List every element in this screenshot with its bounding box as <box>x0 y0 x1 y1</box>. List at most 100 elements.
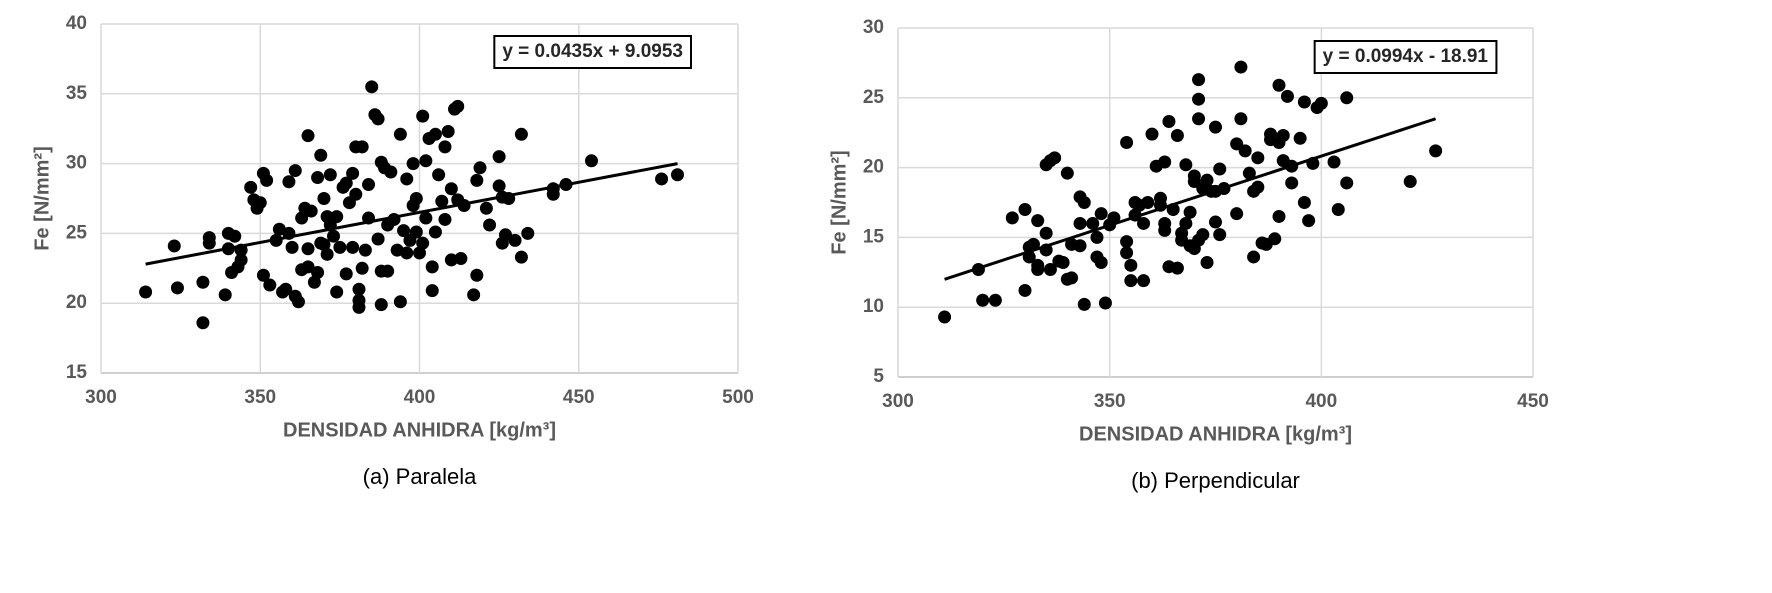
scatter-point <box>314 148 328 162</box>
y-tick-label: 15 <box>66 362 88 383</box>
scatter-point <box>1060 166 1074 180</box>
y-axis-title: Fe [N/mm²] <box>31 146 53 250</box>
scatter-point <box>451 99 465 113</box>
scatter-point <box>1192 92 1206 106</box>
scatter-point <box>311 265 325 279</box>
y-tick-label: 5 <box>873 366 884 387</box>
x-axis-title: DENSIDAD ANHIDRA [kg/m³] <box>1079 423 1352 445</box>
scatter-point <box>428 225 442 239</box>
trendline <box>944 117 1437 281</box>
y-tick-label: 35 <box>66 83 88 104</box>
scatter-point <box>1073 239 1087 253</box>
scatter-point <box>438 140 452 154</box>
scatter-point <box>1327 155 1341 169</box>
scatter-point <box>470 268 484 282</box>
scatter-point <box>1077 196 1091 209</box>
scatter-point <box>1086 216 1100 230</box>
caption: (b) Perpendicular <box>1131 468 1300 493</box>
scatter-point <box>435 194 449 208</box>
x-axis-title: DENSIDAD ANHIDRA [kg/m³] <box>283 419 556 441</box>
scatter-point <box>253 196 267 210</box>
scatter-point <box>330 210 344 224</box>
scatter-point <box>1251 180 1265 194</box>
scatter-point <box>1141 196 1155 209</box>
scatter-point <box>346 166 360 180</box>
scatter-point <box>1340 176 1354 190</box>
scatter-point <box>444 253 458 267</box>
scatter-point <box>339 176 353 190</box>
scatter-point <box>1340 91 1354 105</box>
scatter-point <box>1179 216 1193 230</box>
scatter-point <box>304 204 318 218</box>
scatter-point <box>1196 228 1210 242</box>
scatter-point <box>307 275 321 289</box>
scatter-point <box>514 250 528 264</box>
x-tick-label: 500 <box>722 387 754 408</box>
scatter-point <box>1280 89 1294 103</box>
x-tick-label: 300 <box>882 391 914 412</box>
scatter-point <box>323 168 337 182</box>
scatter-point <box>320 247 334 261</box>
scatter-point <box>938 310 952 324</box>
scatter-point <box>1158 155 1172 169</box>
scatter-point <box>1297 95 1311 109</box>
scatter-point <box>1162 115 1176 129</box>
scatter-point <box>1192 112 1206 126</box>
scatter-point <box>301 129 315 143</box>
scatter-point <box>428 127 442 141</box>
scatter-point <box>425 284 439 298</box>
scatter-point <box>355 140 369 154</box>
scatter-point <box>374 298 388 312</box>
scatter-point <box>397 224 411 238</box>
scatter-point <box>1234 112 1248 126</box>
scatter-point <box>1077 297 1091 311</box>
scatter-point <box>196 275 210 289</box>
x-tick-label: 350 <box>244 387 276 408</box>
scatter-point <box>1137 216 1151 230</box>
scatter-point <box>514 127 528 141</box>
scatter-point <box>202 236 216 250</box>
scatter-point <box>409 225 423 239</box>
x-tick-label: 400 <box>1305 391 1337 412</box>
scatter-point <box>432 168 446 182</box>
scatter-point <box>1098 296 1112 310</box>
scatter-point <box>352 293 366 307</box>
scatter-point <box>291 295 305 309</box>
scatter-point <box>1056 256 1070 270</box>
scatter-point <box>228 229 242 243</box>
scatter-point <box>1187 169 1201 183</box>
scatter-point <box>295 211 309 225</box>
scatter-point <box>1276 128 1290 142</box>
y-tick-label: 25 <box>66 222 88 243</box>
scatter-point <box>492 150 506 164</box>
scatter-point <box>492 179 506 193</box>
scatter-point <box>454 252 468 266</box>
scatter-point <box>1238 144 1252 158</box>
scatter-point <box>1213 228 1227 242</box>
scatter-point <box>1018 202 1032 216</box>
scatter-point <box>234 253 248 267</box>
equation-label: y = 0.0435x + 9.0953 <box>502 41 683 62</box>
scatter-point <box>170 281 184 295</box>
scatter-point <box>282 175 296 189</box>
scatter-point <box>1285 176 1299 190</box>
y-axis-title: Fe [N/mm²] <box>828 150 850 254</box>
scatter-point <box>1124 274 1138 288</box>
scatter-point <box>1302 214 1316 228</box>
scatter-point <box>1145 127 1159 141</box>
scatter-point <box>288 164 302 178</box>
scatter-point <box>1200 256 1214 270</box>
scatter-point <box>333 240 347 254</box>
y-tick-label: 30 <box>863 17 884 38</box>
y-tick-label: 10 <box>863 296 884 317</box>
scatter-point <box>1192 73 1206 87</box>
scatter-point <box>393 295 407 309</box>
scatter-point <box>400 172 414 186</box>
scatter-point <box>1107 211 1121 225</box>
x-tick-label: 450 <box>1517 391 1549 412</box>
scatter-point <box>1005 211 1019 225</box>
scatter-point <box>365 80 379 94</box>
scatter-point <box>498 228 512 242</box>
scatter-point <box>1031 214 1045 228</box>
